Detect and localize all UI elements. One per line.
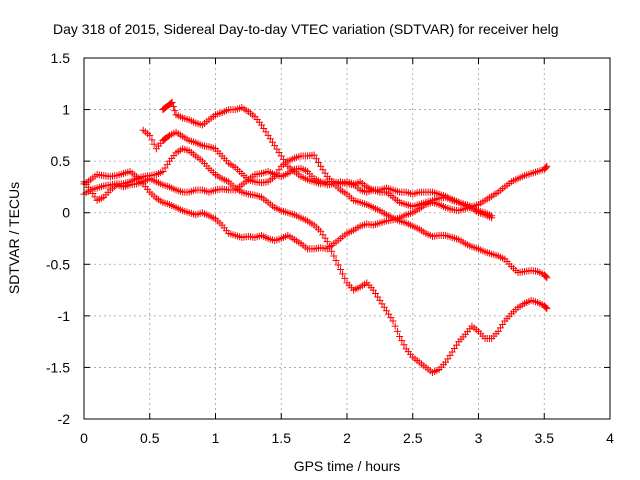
data-point — [543, 162, 551, 170]
data-point — [542, 273, 550, 281]
data-point — [488, 212, 496, 220]
data-point — [168, 98, 176, 106]
y-tick-label: 1 — [62, 102, 70, 118]
x-tick-label: 3.5 — [535, 430, 555, 446]
y-tick-label: 0 — [62, 205, 70, 221]
data-point — [396, 332, 404, 340]
x-tick-labels: 0 0.5 1 1.5 2 2.5 3 3.5 4 — [80, 430, 614, 446]
x-tick-label: 1 — [212, 430, 220, 446]
y-tick-labels: -2 -1.5 -1 -0.5 0 0.5 1 1.5 — [46, 50, 70, 427]
data-point — [325, 242, 333, 250]
data-point — [334, 261, 342, 269]
data-point — [400, 341, 408, 349]
y-axis-title: SDTVAR / TECUs — [6, 182, 22, 294]
y-tick-label: -1 — [58, 308, 71, 324]
data-point — [398, 337, 406, 345]
series-track-d — [139, 126, 551, 282]
data-point — [169, 102, 177, 110]
data-point — [330, 252, 338, 260]
data-point — [542, 163, 550, 171]
y-tick-label: -0.5 — [46, 256, 70, 272]
data-point — [542, 304, 550, 312]
data-point — [389, 317, 397, 325]
x-tick-label: 3 — [475, 430, 483, 446]
data-point — [164, 132, 172, 140]
x-axis-title: GPS time / hours — [294, 458, 401, 474]
data-point — [341, 274, 349, 282]
data-point — [323, 238, 331, 246]
data-point — [315, 159, 323, 167]
data-point — [332, 257, 340, 265]
data-point — [146, 131, 154, 139]
data-point — [336, 265, 344, 273]
y-tick-label: -1.5 — [46, 359, 70, 375]
data-point — [328, 247, 336, 255]
y-tick-label: 1.5 — [51, 50, 71, 66]
data-point — [543, 274, 551, 282]
axis-ticks — [83, 57, 611, 420]
chart-title: Day 318 of 2015, Sidereal Day-to-day VTE… — [53, 21, 559, 37]
data-series — [80, 98, 551, 377]
data-point — [171, 107, 179, 115]
x-tick-label: 1.5 — [272, 430, 292, 446]
data-point — [148, 136, 156, 144]
series-track-e — [159, 98, 496, 220]
data-point — [150, 140, 158, 148]
data-point — [339, 270, 347, 278]
data-point — [391, 322, 399, 330]
x-tick-label: 0.5 — [140, 430, 160, 446]
x-tick-label: 0 — [80, 430, 88, 446]
x-tick-label: 4 — [606, 430, 614, 446]
data-point — [312, 155, 320, 163]
data-point — [393, 327, 401, 335]
data-point — [543, 305, 551, 313]
data-point — [310, 151, 318, 159]
y-tick-label: -2 — [58, 411, 71, 427]
y-tick-label: 0.5 — [51, 153, 71, 169]
x-tick-label: 2 — [343, 430, 351, 446]
series-track-c — [80, 145, 551, 377]
x-tick-label: 2.5 — [403, 430, 423, 446]
